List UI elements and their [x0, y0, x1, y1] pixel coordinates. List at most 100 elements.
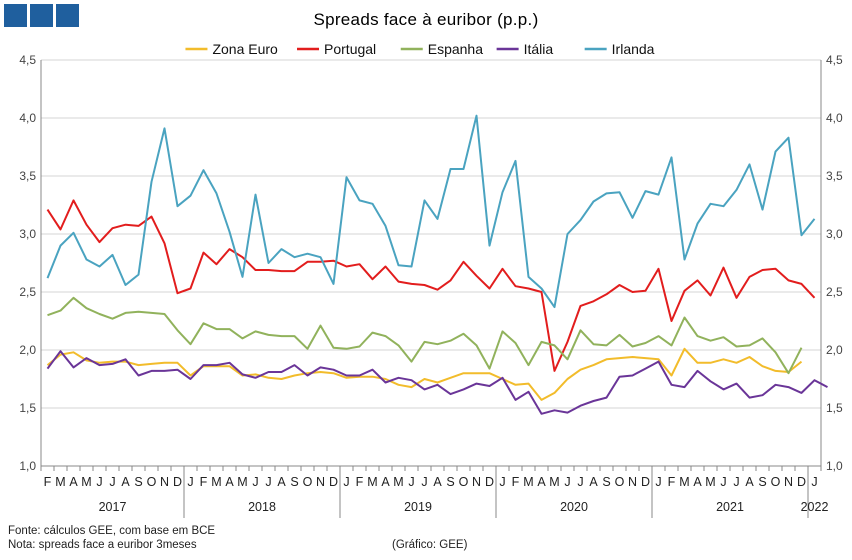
month-label: D — [641, 475, 650, 489]
month-label: N — [628, 475, 637, 489]
logo-square-2 — [30, 4, 53, 27]
month-label: J — [499, 475, 505, 489]
y-tick-label-left: 4,0 — [19, 111, 36, 125]
month-label: D — [329, 475, 338, 489]
month-label: M — [523, 475, 533, 489]
y-axis-right: 1,0 1,5 2,0 2,5 3,0 3,5 4,0 4,5 — [820, 53, 843, 473]
spreads-line-chart: 1,0 1,5 2,0 2,5 3,0 3,5 4,0 4,5 1,0 1,5 2,0 2,5 3,0… — [19, 41, 843, 518]
series-line-irlanda — [46, 114, 816, 309]
month-label: A — [537, 475, 546, 489]
month-label: A — [69, 475, 78, 489]
month-label: F — [44, 475, 52, 489]
year-label: 2019 — [404, 500, 432, 514]
legend-label: Espanha — [428, 41, 483, 57]
chart-legend: Zona Euro Portugal Espanha Itália Irlanda — [185, 41, 655, 57]
year-label: 2018 — [248, 500, 276, 514]
month-label: A — [693, 475, 702, 489]
year-label: 2020 — [560, 500, 588, 514]
y-tick-label-right: 2,5 — [826, 285, 843, 299]
y-tick-label-right: 1,5 — [826, 401, 843, 415]
month-label: A — [433, 475, 442, 489]
month-label: M — [367, 475, 377, 489]
month-label: O — [459, 475, 469, 489]
series-line-zonaeuro — [46, 347, 803, 401]
month-label: A — [277, 475, 286, 489]
month-label: S — [134, 475, 142, 489]
legend-label: Portugal — [324, 41, 376, 57]
month-label: F — [512, 475, 520, 489]
month-label: J — [252, 475, 258, 489]
month-label: J — [655, 475, 661, 489]
month-label: A — [121, 475, 130, 489]
footer-source: Fonte: cálculos GEE, com base em BCE — [8, 525, 216, 537]
month-label: N — [316, 475, 325, 489]
month-label: F — [668, 475, 676, 489]
y-tick-label-left: 1,5 — [19, 401, 36, 415]
month-label: J — [187, 475, 193, 489]
month-label: M — [55, 475, 65, 489]
month-label: O — [303, 475, 313, 489]
y-tick-label-left: 3,5 — [19, 169, 36, 183]
month-label: A — [225, 475, 234, 489]
y-tick-label-right: 4,5 — [826, 53, 843, 67]
month-label: S — [290, 475, 298, 489]
month-label: J — [720, 475, 726, 489]
month-label: O — [147, 475, 157, 489]
month-label: O — [771, 475, 781, 489]
month-label: S — [602, 475, 610, 489]
month-label: M — [393, 475, 403, 489]
month-label: F — [356, 475, 364, 489]
y-tick-label-left: 4,5 — [19, 53, 36, 67]
y-tick-label-right: 2,0 — [826, 343, 843, 357]
logo-square-3 — [56, 4, 79, 27]
year-label: 2021 — [716, 500, 744, 514]
month-label: F — [200, 475, 208, 489]
y-axis-left: 1,0 1,5 2,0 2,5 3,0 3,5 4,0 4,5 — [19, 53, 42, 473]
month-label: O — [615, 475, 625, 489]
y-tick-label-right: 3,0 — [826, 227, 843, 241]
y-tick-label-left: 3,0 — [19, 227, 36, 241]
month-label: M — [211, 475, 221, 489]
month-label: S — [446, 475, 454, 489]
y-tick-label-right: 1,0 — [826, 459, 843, 473]
series-lines — [46, 114, 828, 415]
month-label: M — [549, 475, 559, 489]
month-label: J — [811, 475, 817, 489]
month-label: J — [343, 475, 349, 489]
month-label: N — [472, 475, 481, 489]
legend-label: Itália — [524, 41, 554, 57]
month-label: M — [679, 475, 689, 489]
y-tick-label-right: 3,5 — [826, 169, 843, 183]
y-tick-label-left: 2,0 — [19, 343, 36, 357]
year-label: 2022 — [801, 500, 829, 514]
month-label: N — [160, 475, 169, 489]
month-label: A — [745, 475, 754, 489]
month-label: D — [173, 475, 182, 489]
month-label: D — [485, 475, 494, 489]
legend-label: Irlanda — [612, 41, 655, 57]
y-tick-label-left: 1,0 — [19, 459, 36, 473]
logo-square-1 — [4, 4, 27, 27]
series-line-espanha — [47, 296, 803, 375]
month-label: A — [589, 475, 598, 489]
gee-logo — [4, 4, 79, 27]
month-label: M — [705, 475, 715, 489]
footer-note: Nota: spreads face a euribor 3meses — [8, 539, 197, 551]
month-label: N — [784, 475, 793, 489]
month-label: M — [81, 475, 91, 489]
legend-label: Zona Euro — [212, 41, 278, 57]
series-line-itlia — [46, 350, 828, 415]
month-label: M — [237, 475, 247, 489]
month-label: A — [381, 475, 390, 489]
series-line-portugal — [46, 199, 816, 372]
month-label: J — [421, 475, 427, 489]
year-label: 2017 — [99, 500, 127, 514]
month-label: J — [577, 475, 583, 489]
footer-credit: (Gráfico: GEE) — [392, 539, 468, 551]
y-tick-label-left: 2,5 — [19, 285, 36, 299]
month-label: J — [265, 475, 271, 489]
month-label: J — [96, 475, 102, 489]
month-label: J — [408, 475, 414, 489]
month-label: D — [797, 475, 806, 489]
